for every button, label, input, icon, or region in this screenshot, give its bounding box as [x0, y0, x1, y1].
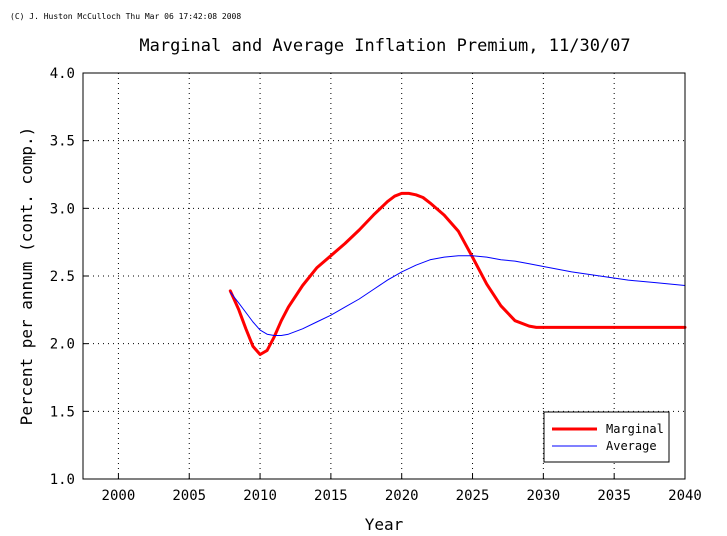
x-tick-label: 2000: [102, 488, 136, 504]
y-tick-label: 2.0: [50, 337, 75, 353]
y-tick-label: 4.0: [50, 66, 75, 82]
y-tick-label: 1.0: [50, 472, 75, 488]
y-tick-label: 3.5: [50, 134, 75, 150]
series-line-average: [229, 255, 686, 336]
x-tick-label: 2030: [526, 488, 560, 504]
y-axis-label: Percent per annum (cont. comp.): [17, 127, 36, 426]
legend-label-average: Average: [606, 439, 657, 453]
x-tick-label: 2040: [668, 488, 702, 504]
legend-box: [543, 411, 670, 463]
series-line-marginal: [228, 191, 687, 356]
legend: Marginal Average: [543, 411, 670, 463]
chart-title: Marginal and Average Inflation Premium, …: [139, 36, 630, 56]
y-tick-label: 1.5: [50, 404, 75, 420]
x-axis-ticks: 2000 2005 2010 2015 2020 2025 2030 2035 2040: [102, 474, 702, 504]
x-tick-label: 2010: [243, 488, 277, 504]
x-tick-label: 2005: [172, 488, 206, 504]
legend-label-marginal: Marginal: [606, 422, 664, 436]
y-tick-label: 3.0: [50, 201, 75, 217]
gridlines: [83, 73, 685, 479]
x-axis-label: Year: [365, 515, 404, 534]
series-layer: [228, 191, 687, 356]
x-tick-label: 2025: [456, 488, 490, 504]
x-tick-label: 2035: [597, 488, 631, 504]
y-tick-label: 2.5: [50, 269, 75, 285]
x-tick-label: 2020: [385, 488, 419, 504]
x-tick-label: 2015: [314, 488, 348, 504]
copyright-credit: (C) J. Huston McCulloch Thu Mar 06 17:42…: [10, 12, 241, 21]
y-axis-ticks: 1.0 1.5 2.0 2.5 3.0 3.5 4.0: [50, 66, 88, 488]
